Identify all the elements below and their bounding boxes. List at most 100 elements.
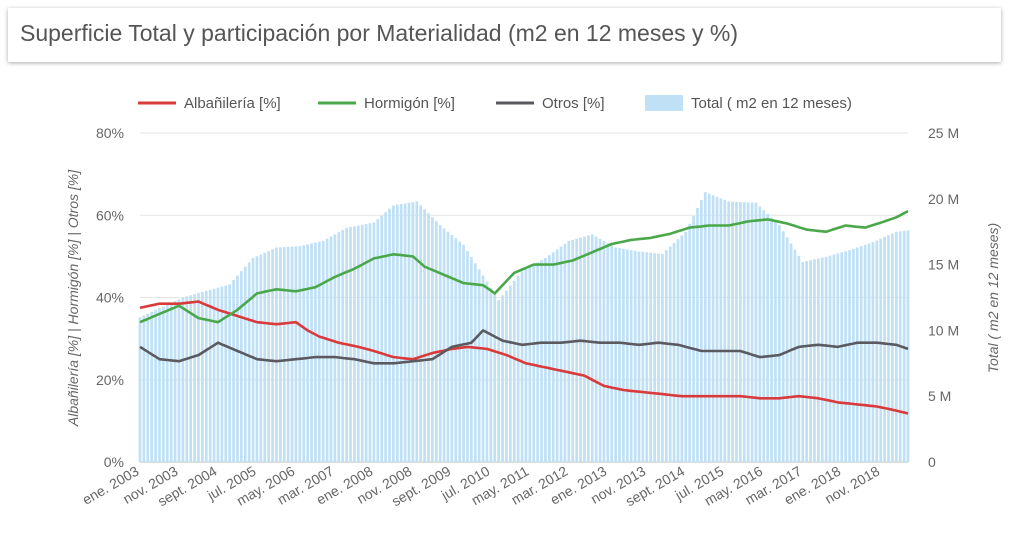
total-bar bbox=[723, 199, 727, 462]
total-bar bbox=[859, 246, 863, 462]
total-bar bbox=[364, 223, 368, 462]
total-bar bbox=[855, 247, 859, 462]
total-bar bbox=[310, 243, 313, 462]
total-bar bbox=[177, 299, 181, 462]
total-bar bbox=[540, 260, 543, 462]
y2-tick-label: 15 M bbox=[928, 257, 959, 273]
legend-label: Otros [%] bbox=[542, 95, 605, 112]
total-bar bbox=[781, 231, 785, 462]
total-bar bbox=[165, 304, 169, 462]
total-bar bbox=[376, 219, 380, 462]
total-bar bbox=[555, 249, 559, 462]
total-bar bbox=[891, 233, 894, 462]
total-bar bbox=[894, 231, 898, 462]
total-bar bbox=[138, 317, 142, 462]
y2-axis-title: Total ( m2 en 12 meses) bbox=[985, 223, 1001, 373]
total-bar bbox=[360, 224, 364, 462]
total-bar bbox=[879, 238, 883, 462]
total-bar bbox=[158, 308, 161, 462]
total-bar bbox=[353, 226, 356, 462]
total-bar bbox=[516, 276, 520, 462]
total-bar bbox=[824, 256, 828, 462]
total-bar bbox=[739, 201, 742, 462]
total-bar bbox=[863, 244, 867, 462]
total-bar bbox=[735, 201, 738, 463]
total-bar bbox=[388, 208, 391, 462]
total-bar bbox=[243, 266, 247, 462]
series-line-albañilería bbox=[139, 300, 909, 415]
y-tick-label: 0% bbox=[104, 454, 124, 470]
total-bar bbox=[785, 237, 789, 462]
total-bar bbox=[204, 290, 208, 462]
total-bar bbox=[629, 250, 633, 462]
total-bar bbox=[820, 257, 824, 462]
total-bar bbox=[407, 202, 411, 463]
total-bar bbox=[208, 289, 212, 462]
total-bar bbox=[286, 246, 290, 462]
total-bar bbox=[290, 246, 294, 462]
total-bar bbox=[544, 258, 547, 462]
total-bar bbox=[700, 200, 703, 462]
total-bar bbox=[816, 258, 820, 462]
total-bar bbox=[427, 213, 430, 462]
total-bar bbox=[766, 213, 770, 462]
total-bar bbox=[317, 241, 321, 462]
total-bar bbox=[848, 250, 851, 462]
total-bar bbox=[696, 208, 699, 462]
total-bar bbox=[169, 302, 173, 462]
total-bar bbox=[212, 288, 216, 462]
total-bar bbox=[618, 248, 621, 462]
legend-swatch bbox=[645, 95, 683, 111]
total-bar bbox=[793, 249, 797, 462]
total-bar bbox=[840, 252, 844, 462]
total-bar bbox=[633, 250, 637, 462]
total-bar bbox=[770, 217, 773, 462]
total-bar bbox=[590, 234, 594, 462]
total-bar bbox=[547, 255, 551, 462]
total-bar bbox=[423, 209, 426, 462]
total-bar bbox=[232, 279, 235, 462]
total-bar bbox=[777, 225, 781, 462]
total-bar bbox=[466, 251, 469, 462]
total-bar bbox=[836, 253, 840, 462]
total-bar bbox=[520, 271, 524, 462]
total-bar bbox=[501, 295, 504, 462]
total-bar bbox=[302, 245, 306, 462]
total-bar bbox=[575, 238, 578, 462]
total-bar bbox=[298, 246, 302, 462]
total-bar bbox=[236, 275, 239, 462]
total-bar bbox=[594, 236, 598, 462]
total-bar bbox=[742, 202, 746, 462]
y2-tick-label: 25 M bbox=[928, 125, 959, 141]
total-bar bbox=[668, 246, 672, 462]
total-bar bbox=[883, 236, 886, 462]
total-bar bbox=[329, 236, 333, 462]
total-bar bbox=[438, 225, 442, 462]
total-bar bbox=[356, 225, 360, 462]
total-bar bbox=[707, 193, 711, 462]
total-bar bbox=[832, 254, 836, 462]
total-bar bbox=[142, 315, 146, 462]
total-bar bbox=[774, 221, 777, 462]
total-bar bbox=[380, 215, 384, 462]
total-bar bbox=[197, 293, 200, 462]
total-bar bbox=[392, 205, 395, 462]
y-axis-title: Albañilería [%] | Hormigón [%] | Otros [… bbox=[65, 169, 81, 427]
y-tick-label: 80% bbox=[96, 125, 124, 141]
total-bar bbox=[481, 275, 485, 462]
total-bar bbox=[571, 239, 575, 462]
total-bar bbox=[267, 251, 271, 462]
total-bar bbox=[458, 241, 462, 462]
total-bar bbox=[162, 306, 165, 462]
total-bar bbox=[867, 243, 871, 462]
total-bar bbox=[703, 192, 707, 462]
total-bar bbox=[844, 251, 847, 462]
total-bar bbox=[321, 240, 325, 462]
y-tick-label: 20% bbox=[96, 372, 124, 388]
y2-tick-label: 5 M bbox=[928, 388, 951, 404]
total-bar bbox=[473, 263, 477, 462]
y2-tick-label: 0 bbox=[928, 454, 936, 470]
total-bar bbox=[470, 257, 473, 462]
total-bar bbox=[657, 253, 660, 462]
total-bar bbox=[852, 248, 855, 462]
